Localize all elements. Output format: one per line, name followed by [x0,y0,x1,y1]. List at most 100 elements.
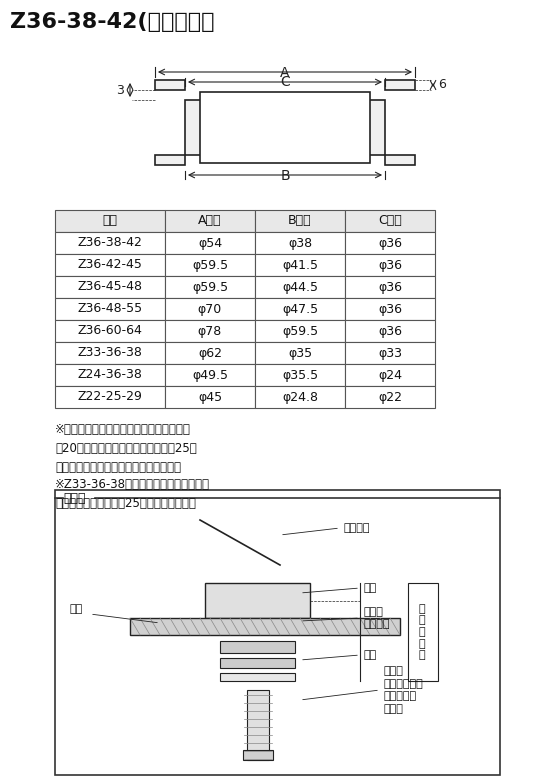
Text: C: C [280,75,290,89]
Bar [130,618,400,635]
Text: 天板: 天板 [70,604,83,614]
Bar [220,673,295,681]
Text: Z33-36-38: Z33-36-38 [78,346,142,360]
Bar [165,320,255,342]
Text: ア
ダ
プ
タ
ー: ア ダ プ タ ー [419,604,425,660]
Bar [345,342,435,364]
Text: C寸法: C寸法 [378,214,402,228]
Bar [345,232,435,254]
Bar [255,298,345,320]
Bar [165,364,255,386]
Bar [385,155,415,165]
Text: Z36-38-42(他７品番）: Z36-38-42(他７品番） [10,12,214,32]
Text: 台座: 台座 [363,583,376,593]
Text: φ24: φ24 [378,368,402,382]
Text: Z22-25-29: Z22-25-29 [78,390,142,404]
Text: B: B [280,169,290,183]
Bar [165,232,255,254]
Text: φ44.5: φ44.5 [282,281,318,293]
Text: シート
パッキン: シート パッキン [363,607,389,630]
Bar [155,155,185,165]
Text: φ62: φ62 [198,346,222,360]
Bar [165,342,255,364]
Text: Z36-42-45: Z36-42-45 [78,259,142,271]
Text: 3: 3 [116,84,124,96]
Text: φ78: φ78 [198,325,222,338]
Text: φ36: φ36 [378,325,402,338]
Text: φ33: φ33 [378,346,402,360]
Bar [55,342,165,364]
Bar [345,276,435,298]
Text: φ22: φ22 [378,390,402,404]
Bar [55,232,165,254]
Text: φ70: φ70 [198,303,222,315]
Bar [243,750,272,760]
Bar [55,320,165,342]
Bar [255,210,345,232]
Bar [185,100,385,155]
Text: Z36-38-42: Z36-38-42 [78,236,142,249]
Text: ※Z33-36-38は浴室埋込水栓用ですので
　カウンターの厚みは25㎜以下となります: ※Z33-36-38は浴室埋込水栓用ですので カウンターの厚みは25㎜以下となり… [55,478,210,510]
Bar [385,80,415,90]
Text: Z36-45-48: Z36-45-48 [78,281,142,293]
Text: φ35.5: φ35.5 [282,368,318,382]
Bar [220,641,295,653]
Bar [165,298,255,320]
Text: A: A [280,66,290,80]
Text: Z36-60-64: Z36-60-64 [78,325,142,338]
Bar [165,276,255,298]
Bar [220,658,295,668]
Text: 6: 6 [438,78,446,91]
Text: 施工例: 施工例 [63,492,85,505]
Text: φ49.5: φ49.5 [192,368,228,382]
Bar [345,364,435,386]
Text: φ41.5: φ41.5 [282,259,318,271]
Text: φ24.8: φ24.8 [282,390,318,404]
Bar [155,80,185,90]
Bar [55,490,500,775]
Text: φ35: φ35 [288,346,312,360]
Bar [345,254,435,276]
Bar [55,386,165,408]
Text: 水栓の
座金によって
締付け固定
します: 水栓の 座金によって 締付け固定 します [383,666,423,714]
Bar [255,364,345,386]
Bar [55,254,165,276]
Bar [255,232,345,254]
Text: φ59.5: φ59.5 [192,259,228,271]
Text: Z36-48-55: Z36-48-55 [78,303,142,315]
Bar [345,210,435,232]
Text: φ38: φ38 [288,236,312,249]
Text: φ54: φ54 [198,236,222,249]
Bar [55,364,165,386]
Text: 水栓本体: 水栓本体 [343,523,370,533]
Text: φ59.5: φ59.5 [192,281,228,293]
Bar [345,320,435,342]
Bar [205,583,310,618]
Text: φ59.5: φ59.5 [282,325,318,338]
Text: 品番: 品番 [102,214,118,228]
Text: Z24-36-38: Z24-36-38 [78,368,142,382]
Text: φ36: φ36 [378,281,402,293]
Text: B寸法: B寸法 [288,214,312,228]
Bar [55,276,165,298]
Text: ※キッチン及び洗面のカウンターの厚みは
　20㎜以下（上面施工仕様の場合は25㎜
　以下）であることを確認してください: ※キッチン及び洗面のカウンターの厚みは 20㎜以下（上面施工仕様の場合は25㎜ … [55,423,197,474]
Text: φ47.5: φ47.5 [282,303,318,315]
Bar [255,254,345,276]
Text: 座金: 座金 [363,650,376,660]
Text: A寸法: A寸法 [198,214,222,228]
Text: φ45: φ45 [198,390,222,404]
Bar [246,690,268,760]
Bar [345,298,435,320]
Bar [165,386,255,408]
Bar [55,210,165,232]
Text: φ36: φ36 [378,259,402,271]
Bar [345,386,435,408]
Bar [55,298,165,320]
Bar [255,276,345,298]
Bar [255,342,345,364]
Bar [165,254,255,276]
Bar [255,320,345,342]
Text: φ36: φ36 [378,236,402,249]
Bar [165,210,255,232]
Bar [255,386,345,408]
